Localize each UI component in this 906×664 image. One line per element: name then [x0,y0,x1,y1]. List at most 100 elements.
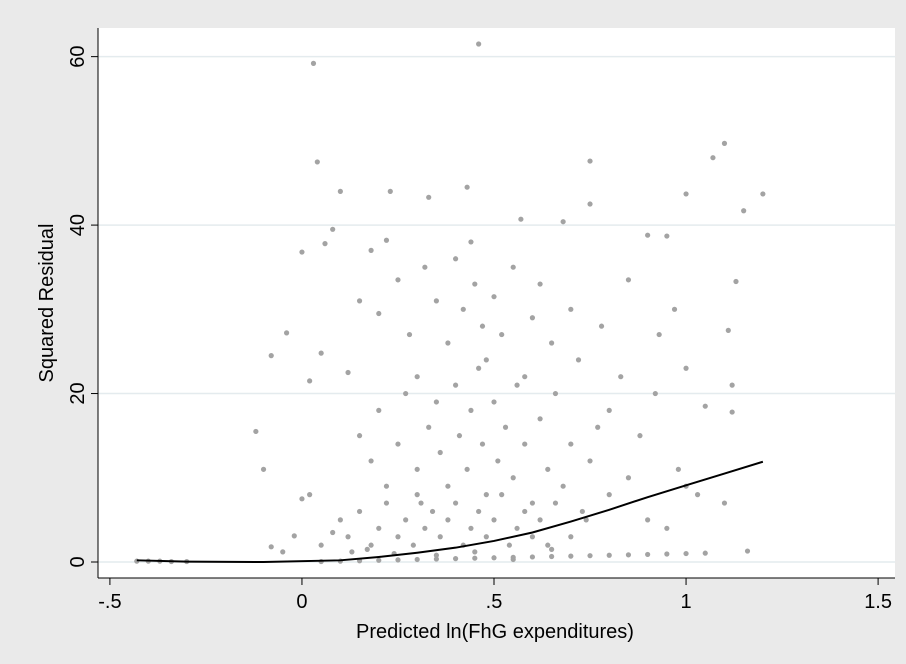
plot-area [98,28,895,578]
scatter-point [322,241,328,247]
scatter-point [491,399,497,405]
scatter-point [364,546,370,552]
scatter-point [645,517,651,523]
scatter-point [433,399,439,405]
scatter-point [307,378,313,384]
scatter-point [280,549,286,555]
scatter-point [583,517,589,523]
scatter-point [426,194,432,200]
scatter-point [452,556,459,562]
scatter-point [318,542,324,548]
scatter-point [330,226,336,232]
scatter-point [694,492,701,498]
y-tick-label: 0 [67,556,89,567]
scatter-point [387,188,393,194]
scatter-point [468,525,474,531]
scatter-point [491,517,497,523]
x-tick-label: 1.5 [864,591,892,613]
scatter-point [529,534,536,540]
scatter-point [529,315,536,321]
x-tick-label: 1 [680,591,691,613]
scatter-point [560,483,566,489]
fit-line [136,460,764,563]
scatter-point [625,277,632,283]
scatter-point [483,492,489,498]
scatter-point [426,424,432,430]
scatter-point [395,277,401,283]
scatter-point [452,500,459,506]
scatter-point [356,508,363,515]
scatter-point [445,483,451,489]
scatter-point [418,500,424,506]
scatter-point [664,525,670,531]
scatter-point [345,534,351,540]
scatter-point [587,458,593,464]
scatter-point [618,374,624,380]
scatter-point [710,155,716,161]
scatter-point [479,441,486,447]
scatter-point [529,554,536,560]
scatter-point [656,331,662,338]
scatter-point [702,550,708,556]
scatter-point [568,553,574,559]
scatter-point [598,323,605,329]
scatter-point [645,551,651,558]
scatter-point [725,327,731,333]
scatter-point [452,256,459,262]
scatter-point [437,449,443,456]
scatter-point [268,544,274,550]
scatter-point [476,508,482,515]
y-tick-label: 20 [67,382,89,404]
scatter-point [456,433,463,439]
scatter-point [587,553,593,559]
scatter-point [433,556,439,562]
scatter-point [476,41,482,47]
scatter-point [406,331,413,338]
scatter-point [537,281,543,287]
scatter-point [383,483,390,489]
scatter-point [664,233,670,239]
scatter-point [606,492,612,498]
scatter-point [595,424,601,430]
scatter-point [502,424,509,430]
scatter-point [403,390,409,397]
scatter-point [483,357,489,363]
scatter-point [395,441,401,447]
scatter-point [410,542,416,548]
scatter-point [499,331,505,338]
scatter-point [356,433,363,439]
scatter-point [744,548,751,554]
scatter-point [702,403,708,409]
scatter-point [472,281,478,287]
scatter-point [368,247,374,253]
scatter-point [499,492,505,498]
scatter-point [337,517,343,523]
scatter-point [299,496,305,502]
scatter-point [625,475,632,481]
scatter-point [537,517,543,523]
scatter-point [510,556,516,563]
scatter-point [268,353,274,359]
scatter-point [537,416,543,422]
scatter-point [472,549,478,555]
scatter-point [468,407,474,413]
scatter-point [479,323,486,329]
scatter-point [545,542,551,548]
scatter-point [422,264,428,270]
scatter-point [683,550,689,557]
scatter-point [414,374,420,380]
scatter-point [491,294,497,300]
scatter-point [345,369,351,376]
x-tick-label: -.5 [98,591,121,613]
scatter-point [464,466,470,472]
x-tick-label: .5 [486,591,503,613]
scatter-point [522,374,528,380]
scatter-point [468,239,474,245]
x-axis-title: Predicted ln(FhG expenditures) [356,621,634,643]
scatter-point [476,365,482,371]
scatter-point [522,441,528,447]
scatter-point [460,306,466,312]
scatter-point [464,184,470,190]
scatter-point [253,428,259,435]
